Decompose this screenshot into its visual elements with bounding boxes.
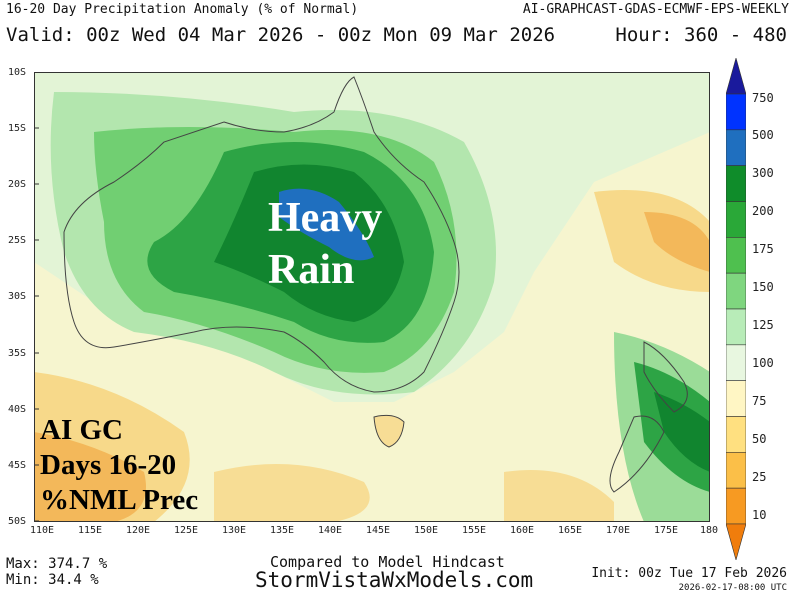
- nz-south-island: [609, 415, 665, 493]
- lat-label: 20S: [8, 179, 27, 190]
- min-value: Min: 34.4 %: [6, 572, 99, 588]
- map-border: [34, 72, 710, 522]
- colorbar-bottom-arrow: [726, 523, 746, 560]
- lat-label: 45S: [8, 460, 27, 471]
- colorbar-label: 175: [752, 242, 774, 256]
- colorbar-segment: [726, 452, 746, 489]
- colorbar-label: 100: [752, 356, 774, 370]
- colorbar-label: 150: [752, 280, 774, 294]
- lat-label: 30S: [8, 291, 27, 302]
- colorbar-segment: [726, 487, 746, 525]
- orange-east-core: [644, 212, 710, 272]
- timestamp: 2026-02-17-08:00 UTC: [678, 583, 787, 593]
- colorbar-segment: [726, 308, 746, 346]
- colorbar: [726, 58, 746, 560]
- lon-label: 165E: [558, 525, 583, 536]
- colorbar-segment: [726, 416, 746, 453]
- nz-rain-very-heavy: [654, 392, 710, 472]
- lat-label: 35S: [8, 348, 27, 359]
- product-label: %NML Prec: [40, 484, 199, 516]
- colorbar-label: 10: [752, 508, 767, 522]
- map-title: 16-20 Day Precipitation Anomaly (% of No…: [6, 2, 359, 17]
- lon-label: 140E: [318, 525, 343, 536]
- lon-label: 160E: [510, 525, 535, 536]
- colorbar-label: 125: [752, 318, 774, 332]
- days-label: Days 16-20: [40, 449, 177, 481]
- lon-label: 150E: [414, 525, 439, 536]
- lon-label: 180: [700, 525, 719, 536]
- compared-note: Compared to Model Hindcast: [270, 553, 505, 571]
- lat-label: 10S: [8, 67, 27, 78]
- lat-label: 15S: [8, 123, 27, 134]
- model-name: AI-GRAPHCAST-GDAS-ECMWF-EPS-WEEKLY: [522, 2, 789, 17]
- colorbar-segment: [726, 93, 746, 131]
- lon-label: 130E: [222, 525, 247, 536]
- site-name: StormVistaWxModels.com: [255, 568, 534, 592]
- lon-label: 120E: [126, 525, 151, 536]
- rain-extreme: [279, 188, 374, 261]
- nz-north-island: [643, 341, 688, 413]
- orange-east: [594, 190, 710, 292]
- colorbar-label: 500: [752, 128, 774, 142]
- colorbar-label: 300: [752, 166, 774, 180]
- colorbar-top-arrow: [726, 58, 746, 95]
- orange-southeast: [504, 470, 614, 522]
- colorbar-segment: [726, 272, 746, 310]
- rain-label: Rain: [268, 247, 355, 293]
- lon-label: 110E: [30, 525, 55, 536]
- colorbar-segment: [726, 237, 746, 274]
- colorbar-label: 750: [752, 91, 774, 105]
- valid-period: Valid: 00z Wed 04 Mar 2026 - 00z Mon 09 …: [6, 24, 556, 46]
- heavy-label: Heavy: [268, 195, 383, 241]
- tasmania-coastline: [373, 414, 405, 448]
- model-label: AI GC: [40, 414, 123, 446]
- lon-label: 175E: [654, 525, 679, 536]
- lat-label: 25S: [8, 235, 27, 246]
- lon-label: 155E: [462, 525, 487, 536]
- lat-label: 40S: [8, 404, 27, 415]
- lon-label: 170E: [606, 525, 631, 536]
- colorbar-segment: [726, 344, 746, 381]
- colorbar-label: 25: [752, 470, 767, 484]
- lat-label: 50S: [8, 516, 27, 527]
- precipitation-anomaly-map: [34, 72, 710, 522]
- lon-label: 115E: [78, 525, 103, 536]
- colorbar-label: 75: [752, 394, 767, 408]
- forecast-hours: Hour: 360 - 480: [615, 24, 787, 46]
- init-time: Init: 00z Tue 17 Feb 2026: [591, 566, 787, 581]
- lon-label: 135E: [270, 525, 295, 536]
- rain-very-heavy: [214, 164, 404, 322]
- orange-southwest: [214, 464, 370, 522]
- colorbar-segment: [726, 165, 746, 202]
- australia-coastline: [63, 76, 460, 393]
- colorbar-segment: [726, 201, 746, 238]
- max-value: Max: 374.7 %: [6, 556, 108, 572]
- colorbar-segment: [726, 129, 746, 166]
- orange-west-core: [34, 432, 146, 522]
- lon-label: 125E: [174, 525, 199, 536]
- lon-label: 145E: [366, 525, 391, 536]
- colorbar-label: 50: [752, 432, 767, 446]
- colorbar-label: 200: [752, 204, 774, 218]
- colorbar-segment: [726, 380, 746, 417]
